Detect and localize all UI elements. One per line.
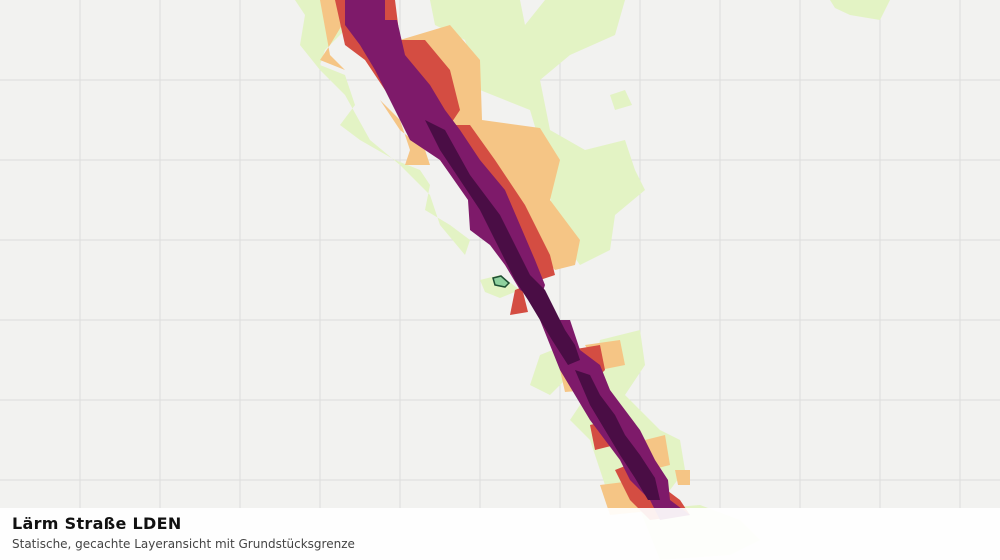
layer-subtitle: Statische, gecachte Layeransicht mit Gru… [12,537,355,551]
caption-panel: Lärm Straße LDEN Statische, gecachte Lay… [0,508,1000,560]
noise-zone-extreme [425,120,660,500]
parcel-boundary [492,275,511,288]
layer-title: Lärm Straße LDEN [12,514,182,533]
